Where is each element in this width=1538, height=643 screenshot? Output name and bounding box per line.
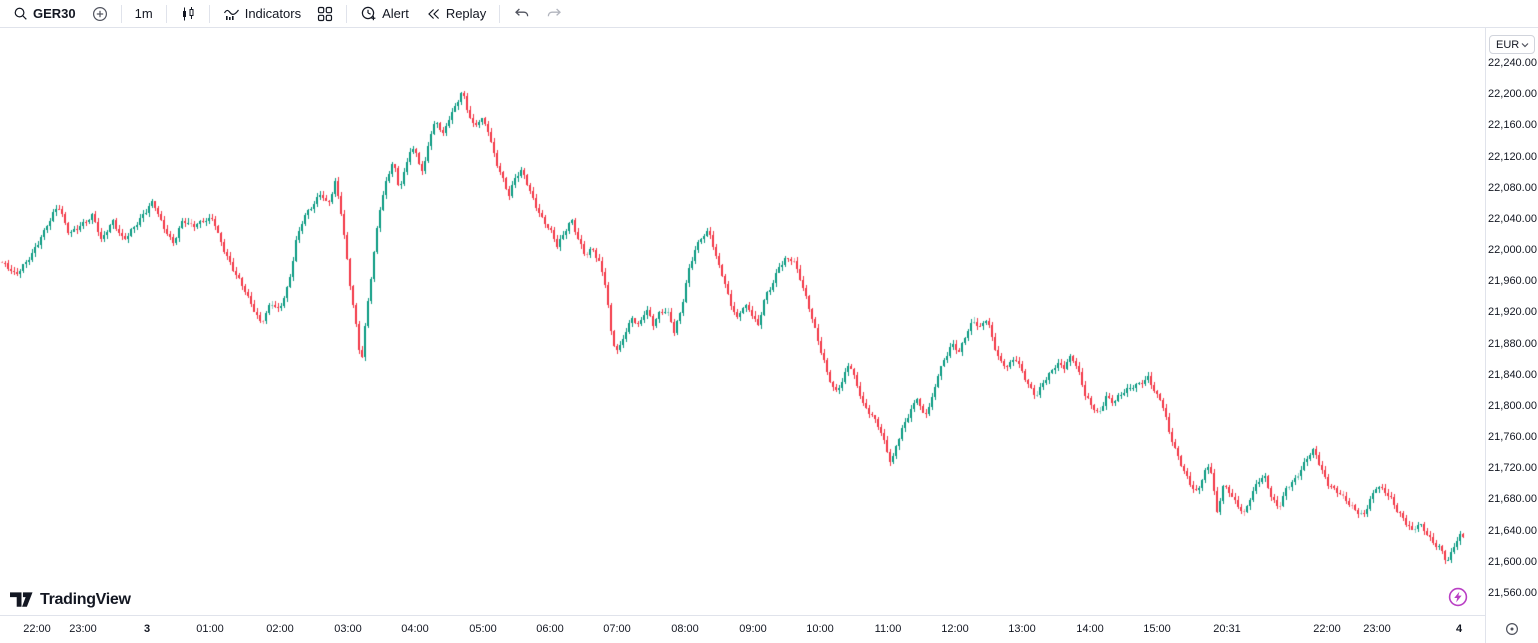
price-tick-label: 21,880.00 — [1488, 337, 1537, 350]
price-tick-label: 21,640.00 — [1488, 524, 1537, 537]
price-tick-label: 22,160.00 — [1488, 119, 1537, 132]
time-tick-label: 12:00 — [941, 623, 969, 635]
undo-arrow-icon — [515, 8, 529, 17]
tradingview-logo-icon — [10, 592, 33, 607]
scroll-to-realtime-icon — [1505, 622, 1519, 636]
interval-button[interactable]: 1m — [128, 2, 160, 26]
price-tick-label: 21,760.00 — [1488, 431, 1537, 444]
time-tick-label: 08:00 — [671, 623, 699, 635]
compare-add-symbol-button[interactable] — [85, 2, 115, 26]
time-tick-label: 22:00 — [23, 623, 51, 635]
toolbar-separator — [165, 4, 167, 23]
price-tick-label: 22,240.00 — [1488, 57, 1537, 69]
toolbar-separator — [120, 4, 122, 23]
time-tick-label: 13:00 — [1008, 623, 1036, 635]
time-tick-label: 07:00 — [603, 623, 631, 635]
alert-label: Alert — [382, 6, 409, 21]
price-tick-label: 21,840.00 — [1488, 368, 1537, 381]
chevron-down-icon — [1521, 42, 1529, 47]
toolbar-separator — [208, 4, 210, 23]
candlestick-chart-icon — [182, 6, 194, 20]
tradingview-logo[interactable]: TradingView — [10, 591, 131, 609]
price-axis[interactable]: EUR 22,240.00 22,200.00 22,160.00 22,120.00… — [1485, 28, 1538, 615]
time-tick-date-label: 4 — [1455, 623, 1463, 635]
axes-corner-cell[interactable] — [1485, 615, 1538, 643]
time-tick-label: 22:00 — [1313, 623, 1341, 635]
time-axis[interactable]: 22:00 23:00 3 01:00 02:00 03:00 04:00 05:00 06:0… — [0, 615, 1538, 643]
time-tick-label: 10:00 — [806, 623, 834, 635]
price-tick-label: 21,720.00 — [1488, 462, 1537, 475]
price-tick-label: 21,960.00 — [1488, 275, 1537, 288]
replay-button[interactable]: Replay — [418, 2, 493, 26]
time-tick-label: 14:00 — [1076, 623, 1104, 635]
plus-circle-icon — [92, 6, 107, 21]
price-tick-label: 21,920.00 — [1488, 306, 1537, 319]
top-toolbar: GER30 1m — [0, 0, 1538, 28]
redo-button[interactable] — [539, 2, 570, 26]
tradingview-logo-text: TradingView — [40, 591, 131, 608]
time-tick-label: 04:00 — [401, 623, 429, 635]
toolbar-separator — [499, 4, 501, 23]
price-tick-label: 22,040.00 — [1488, 212, 1537, 225]
interval-value: 1m — [134, 6, 153, 21]
price-tick-label: 21,600.00 — [1488, 555, 1537, 568]
price-tick-label: 22,000.00 — [1488, 244, 1537, 257]
currency-dropdown[interactable]: EUR — [1489, 35, 1535, 54]
time-tick-label: 06:00 — [536, 623, 564, 635]
replay-rewind-icon — [427, 8, 439, 19]
undo-button[interactable] — [506, 2, 537, 26]
price-tick-label: 22,120.00 — [1488, 150, 1537, 163]
instant-trading-button[interactable] — [1448, 587, 1468, 607]
time-tick-date-label: 3 — [143, 623, 151, 635]
symbol-name: GER30 — [33, 6, 76, 21]
redo-arrow-icon — [548, 8, 562, 17]
time-tick-label: 11:00 — [874, 623, 902, 635]
indicators-icon — [223, 9, 239, 20]
replay-label: Replay — [445, 6, 487, 21]
currency-value: EUR — [1496, 38, 1520, 51]
candlestick-chart-canvas[interactable] — [0, 28, 1485, 615]
price-tick-label: 22,080.00 — [1488, 181, 1537, 194]
toolbar-separator — [346, 4, 348, 23]
chart-pane[interactable]: TradingView — [0, 28, 1485, 615]
symbol-search-button[interactable]: GER30 — [6, 2, 83, 26]
price-tick-label: 21,560.00 — [1488, 586, 1537, 599]
time-tick-label: 15:00 — [1143, 623, 1171, 635]
search-icon — [14, 7, 27, 20]
time-tick-label: 03:00 — [334, 623, 362, 635]
time-tick-label: 20:31 — [1213, 623, 1241, 635]
time-tick-label: 02:00 — [266, 623, 294, 635]
price-tick-label: 22,200.00 — [1488, 88, 1537, 101]
time-tick-label: 23:00 — [1363, 623, 1391, 635]
layout-grid-button[interactable] — [310, 2, 340, 26]
time-tick-label: 09:00 — [739, 623, 767, 635]
price-tick-label: 21,680.00 — [1488, 493, 1537, 506]
chart-type-button[interactable] — [173, 2, 203, 26]
time-tick-label: 23:00 — [69, 623, 97, 635]
time-tick-label: 05:00 — [469, 623, 497, 635]
indicators-label: Indicators — [244, 6, 302, 21]
grid-layout-icon — [317, 6, 333, 21]
alert-clock-icon — [361, 6, 376, 21]
price-tick-label: 21,800.00 — [1488, 399, 1537, 412]
time-tick-label: 01:00 — [196, 623, 224, 635]
lightning-bolt-icon — [1448, 587, 1468, 607]
indicators-button[interactable]: Indicators — [216, 2, 308, 26]
alert-button[interactable]: Alert — [353, 2, 416, 26]
